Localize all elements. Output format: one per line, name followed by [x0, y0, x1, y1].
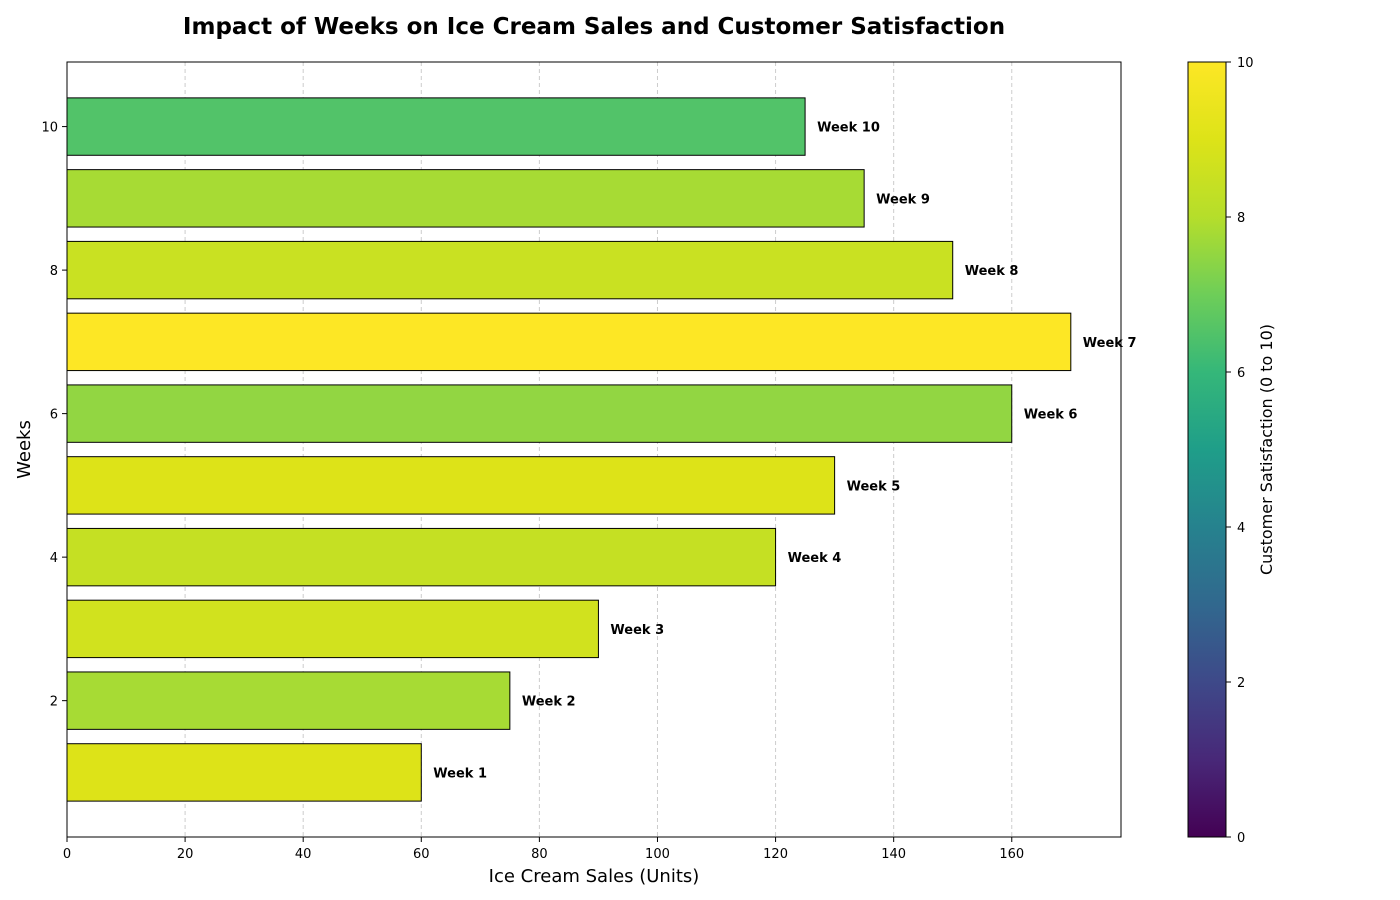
bar-week-4	[66, 527, 777, 587]
bar-labels: Week 1 Week 2 Week 3 Week 4 Week 5 Week 6 Week…	[433, 121, 1136, 782]
bar-week-2	[66, 671, 511, 730]
bar-week-5	[66, 456, 836, 515]
y-axis-ticks: 2 4 6 8 10	[41, 121, 67, 710]
x-tick-label: 160	[999, 847, 1024, 862]
colorbar-tick-label: 0	[1237, 831, 1245, 846]
x-tick-label: 100	[645, 847, 670, 862]
x-axis-label: Ice Cream Sales (Units)	[489, 866, 700, 887]
x-tick-label: 120	[763, 847, 788, 862]
colorbar-tick-label: 8	[1237, 211, 1245, 226]
bar-week-9	[66, 169, 865, 228]
x-tick-label: 40	[295, 847, 312, 862]
x-tick-label: 140	[881, 847, 906, 862]
bar-label-week-6: Week 6	[1024, 408, 1078, 423]
chart-title: Impact of Weeks on Ice Cream Sales and C…	[183, 14, 1005, 40]
x-tick-label: 80	[531, 847, 548, 862]
x-tick-label: 60	[413, 847, 430, 862]
bar-label-week-1: Week 1	[433, 766, 487, 781]
bar-week-8	[66, 240, 954, 300]
bar-label-week-7: Week 7	[1083, 336, 1137, 351]
colorbar-tick-label: 2	[1237, 676, 1245, 691]
bar-label-week-10: Week 10	[817, 121, 880, 136]
bar-label-week-9: Week 9	[876, 192, 930, 207]
x-tick-label: 20	[177, 847, 194, 862]
colorbar-tick-label: 10	[1237, 56, 1254, 71]
plot-frame	[66, 61, 1122, 838]
bar-week-1	[66, 743, 422, 802]
bar-label-week-3: Week 3	[610, 623, 664, 638]
colorbar-tick-label: 6	[1237, 366, 1245, 381]
x-tick-label: 0	[63, 847, 71, 862]
y-axis-label: Weeks	[14, 420, 35, 479]
bar-week-10	[66, 97, 806, 156]
colorbar-ticks: 0 2 4 6 8 10	[1226, 56, 1254, 846]
y-tick-label: 8	[50, 264, 58, 279]
bar-week-3	[66, 599, 599, 659]
bar-week-6	[66, 384, 1013, 443]
bar-label-week-4: Week 4	[788, 551, 842, 566]
y-tick-label: 10	[41, 121, 58, 136]
bar-label-week-8: Week 8	[965, 264, 1019, 279]
x-axis-ticks: 0 20 40 60 80 100 120 140 160	[63, 837, 1024, 862]
y-tick-label: 2	[50, 695, 58, 710]
bar-label-week-2: Week 2	[522, 695, 576, 710]
y-tick-label: 6	[50, 408, 58, 423]
colorbar	[1187, 61, 1227, 838]
y-tick-label: 4	[50, 551, 58, 566]
bars	[66, 97, 1072, 802]
bar-week-7	[66, 312, 1072, 372]
bar-label-week-5: Week 5	[847, 479, 901, 494]
colorbar-label: Customer Satisfaction (0 to 10)	[1257, 324, 1276, 575]
colorbar-tick-label: 4	[1237, 521, 1245, 536]
